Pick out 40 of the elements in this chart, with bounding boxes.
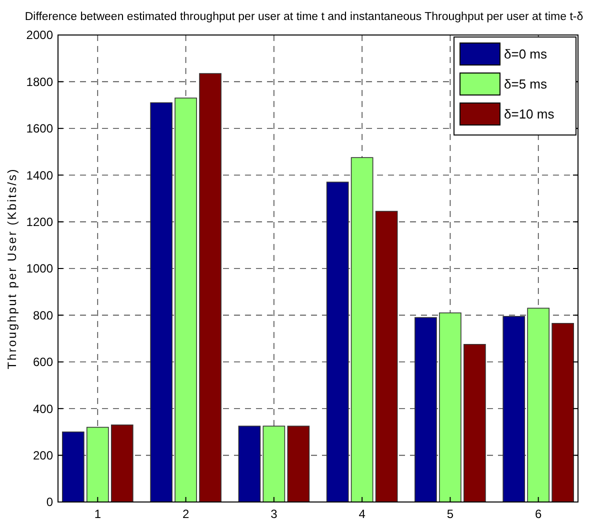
bar — [464, 344, 486, 502]
bar — [350, 157, 374, 502]
x-tick-label: 4 — [358, 507, 366, 521]
bar — [238, 426, 261, 502]
bar — [86, 426, 109, 502]
y-tick-label: 1800 — [26, 74, 54, 89]
x-tick-label: 6 — [534, 507, 542, 521]
bar — [110, 424, 134, 502]
bar — [62, 432, 84, 502]
bar — [326, 182, 349, 502]
legend-label: δ=0 ms — [504, 46, 548, 62]
y-axis-title: Throughput per User (Kbits/s) — [5, 168, 19, 370]
y-tick-label: 1600 — [26, 122, 54, 136]
x-tick-label: 5 — [446, 507, 454, 521]
bar — [552, 322, 574, 502]
y-tick-label: 1200 — [26, 215, 54, 229]
x-tick-label: 1 — [94, 507, 102, 521]
y-tick-label: 200 — [32, 448, 54, 462]
chart-title: Difference between estimated throughput per user at time t and instantaneous Throughput per user at time t-δ — [24, 11, 584, 23]
bar — [199, 73, 222, 502]
x-tick-label: 3 — [270, 507, 278, 521]
bar — [439, 312, 462, 502]
y-tick-label: 0 — [46, 495, 54, 510]
bar — [262, 426, 286, 502]
legend-label: δ=10 ms — [504, 106, 555, 122]
x-tick-label: 2 — [182, 507, 190, 521]
legend-label: δ=5 ms — [504, 76, 548, 92]
bar — [502, 316, 526, 502]
bar — [150, 102, 172, 502]
bar — [174, 98, 197, 502]
y-tick-label: 2000 — [26, 28, 54, 42]
y-tick-label: 400 — [32, 402, 54, 416]
y-tick-label: 600 — [32, 355, 54, 370]
y-tick-label: 800 — [32, 308, 54, 322]
y-tick-label: 1000 — [26, 262, 54, 276]
y-tick-label: 1400 — [26, 168, 54, 182]
bar — [527, 308, 550, 502]
bar — [375, 210, 398, 502]
bar — [414, 317, 437, 502]
bar — [287, 426, 310, 502]
